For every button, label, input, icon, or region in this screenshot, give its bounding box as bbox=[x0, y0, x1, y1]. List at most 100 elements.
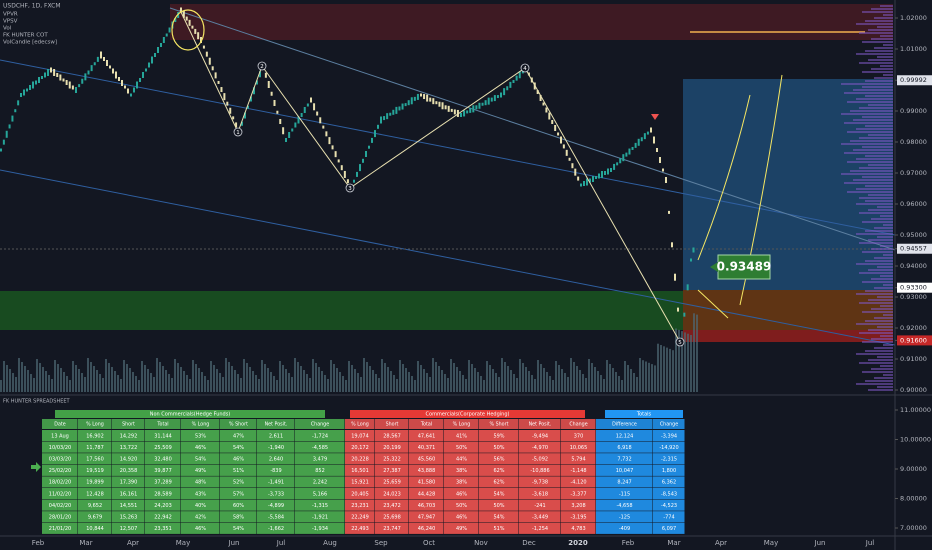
candle bbox=[377, 124, 379, 129]
profile-bar bbox=[856, 293, 893, 295]
candle bbox=[322, 125, 325, 129]
column-header-cell bbox=[375, 419, 409, 429]
profile-bar bbox=[871, 8, 893, 10]
cell-text: -1,724 bbox=[312, 433, 328, 439]
volume-bar bbox=[447, 378, 449, 392]
cell bbox=[409, 441, 444, 453]
cell bbox=[409, 511, 444, 523]
profile-bar bbox=[856, 353, 893, 355]
price-label: 0.91600 bbox=[900, 336, 927, 344]
candle bbox=[447, 105, 450, 112]
column-header: Net Posit. bbox=[529, 422, 552, 428]
cell bbox=[42, 464, 78, 476]
column-header: Change bbox=[311, 422, 329, 428]
volume-bar bbox=[408, 372, 410, 392]
cell-text: 852 bbox=[315, 468, 325, 474]
volume-bar bbox=[696, 314, 698, 392]
volume-bar bbox=[63, 372, 65, 392]
volume-bar bbox=[174, 359, 176, 392]
cell-text: 28/01/20 bbox=[49, 515, 71, 521]
candle bbox=[310, 97, 312, 103]
cell bbox=[561, 453, 596, 465]
profile-bar bbox=[853, 179, 893, 181]
cell-text: -409 bbox=[619, 526, 630, 532]
profile-bar bbox=[868, 194, 893, 196]
profile-bar bbox=[880, 335, 893, 337]
candle bbox=[586, 178, 588, 186]
cell bbox=[345, 441, 375, 453]
cell bbox=[220, 522, 257, 534]
cell-text: 3,208 bbox=[571, 503, 585, 509]
cell bbox=[561, 488, 596, 500]
candle bbox=[325, 131, 328, 137]
cell bbox=[257, 488, 295, 500]
candle bbox=[232, 116, 235, 120]
candle bbox=[35, 80, 37, 85]
candle bbox=[20, 93, 22, 97]
profile-bar bbox=[859, 362, 893, 364]
cell bbox=[409, 488, 444, 500]
volume-bar bbox=[414, 380, 416, 392]
profile-bar bbox=[847, 101, 893, 103]
price-label: 0.92000 bbox=[900, 324, 927, 332]
candle bbox=[148, 62, 150, 68]
cell-text: 12,428 bbox=[86, 491, 104, 497]
trend-line bbox=[0, 59, 896, 236]
profile-bar bbox=[883, 14, 893, 16]
candle bbox=[401, 103, 404, 110]
cell bbox=[375, 453, 409, 465]
cell-text: -3,733 bbox=[268, 491, 284, 497]
indicator-label: VPVR bbox=[3, 12, 18, 18]
cell-text: -9,738 bbox=[532, 480, 548, 486]
cell bbox=[78, 441, 112, 453]
cell bbox=[596, 441, 653, 453]
candle bbox=[512, 80, 515, 83]
cell bbox=[519, 511, 561, 523]
profile-bar bbox=[883, 74, 893, 76]
candle bbox=[503, 88, 506, 96]
volume-bar bbox=[267, 368, 269, 392]
volume-bar bbox=[36, 359, 38, 392]
candle bbox=[121, 80, 123, 86]
time-label: Jun bbox=[228, 539, 240, 547]
cell bbox=[295, 464, 345, 476]
candle bbox=[677, 307, 679, 312]
cell bbox=[295, 488, 345, 500]
cell-text: 10,047 bbox=[616, 468, 634, 474]
cell-text: -5,092 bbox=[532, 457, 548, 463]
cell-text: 53% bbox=[195, 433, 206, 439]
volume-bar bbox=[543, 368, 545, 392]
volume-bar bbox=[384, 363, 386, 392]
volume-bar bbox=[603, 379, 605, 392]
profile-bar bbox=[868, 389, 893, 391]
volume-bar bbox=[501, 358, 503, 392]
candle bbox=[444, 105, 447, 110]
cell-text: 17,390 bbox=[120, 480, 138, 486]
candle bbox=[640, 137, 643, 142]
candle bbox=[426, 94, 429, 102]
cell-text: 20,228 bbox=[351, 457, 369, 463]
volume-bar bbox=[90, 362, 92, 392]
volume-bar bbox=[465, 379, 467, 392]
cell bbox=[345, 453, 375, 465]
profile-bar bbox=[880, 245, 893, 247]
cell bbox=[295, 476, 345, 488]
cell bbox=[444, 453, 479, 465]
cell bbox=[181, 488, 220, 500]
column-header: Total bbox=[156, 422, 168, 428]
profile-bar bbox=[853, 89, 893, 91]
volume-bar bbox=[489, 365, 491, 392]
wave-marker bbox=[257, 61, 267, 71]
profile-bar bbox=[871, 368, 893, 370]
column-header-cell bbox=[181, 419, 220, 429]
candle bbox=[303, 107, 306, 113]
column-header-cell bbox=[112, 419, 145, 429]
cell bbox=[42, 488, 78, 500]
cell-text: 37,289 bbox=[154, 480, 172, 486]
time-label: Feb bbox=[32, 539, 45, 547]
candle bbox=[59, 74, 62, 81]
candle bbox=[259, 71, 261, 78]
volume-bar bbox=[435, 362, 437, 392]
cell bbox=[444, 476, 479, 488]
cell bbox=[375, 464, 409, 476]
